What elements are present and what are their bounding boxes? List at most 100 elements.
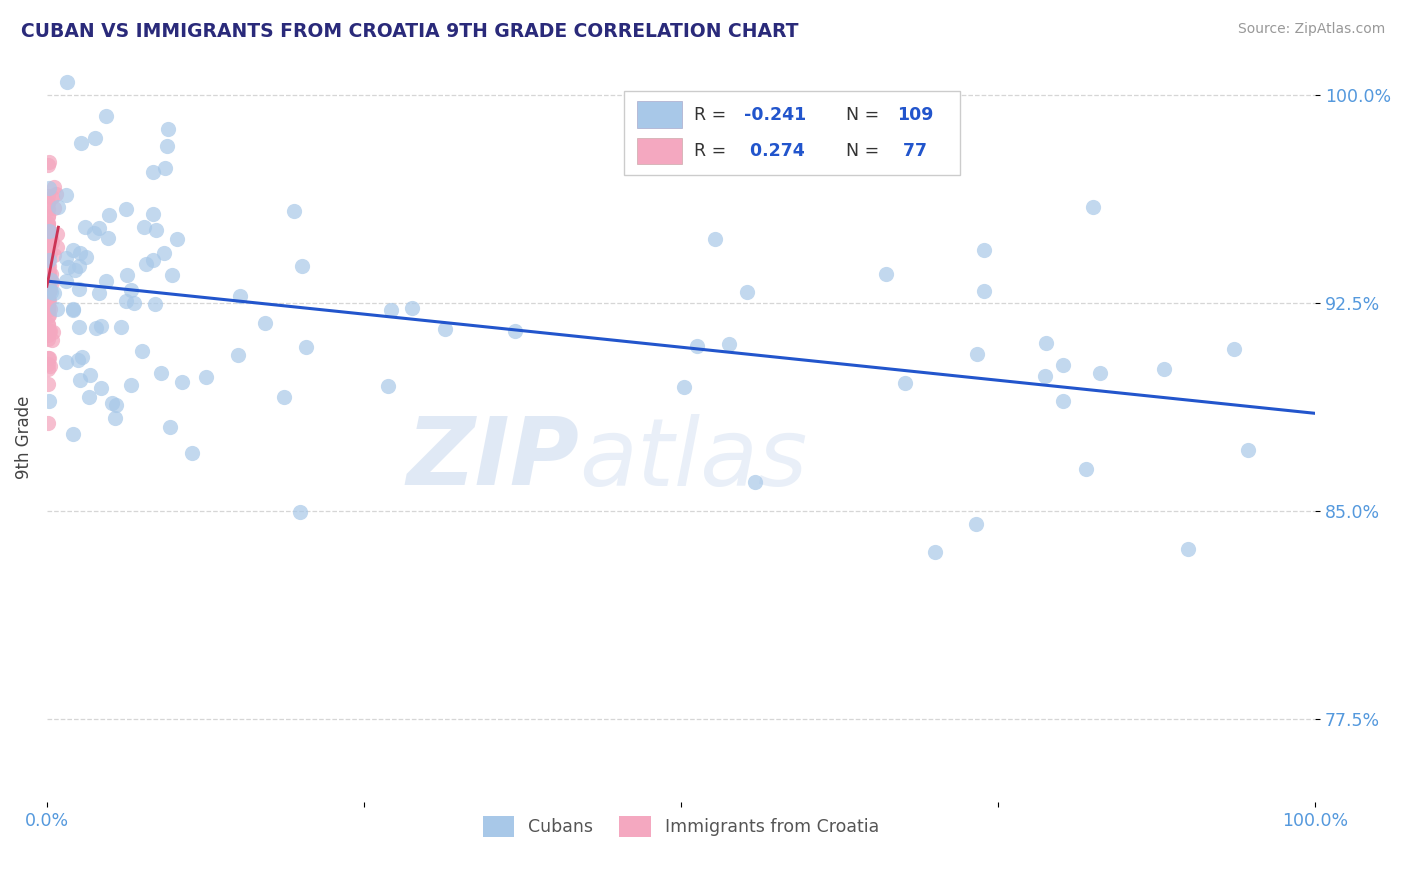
Point — [46, 200, 69, 214]
Point — [55, 188, 77, 202]
Point — [37, 222, 59, 236]
Point — [110, 319, 132, 334]
Text: 109: 109 — [897, 105, 934, 123]
Point — [39, 273, 62, 287]
Point — [38, 155, 60, 169]
Point — [1153, 362, 1175, 376]
Point — [37, 377, 59, 392]
Point — [46, 240, 69, 254]
Point — [55, 274, 77, 288]
Y-axis label: 9th Grade: 9th Grade — [15, 396, 32, 479]
Point — [1074, 462, 1097, 476]
Point — [37, 256, 59, 270]
Point — [37, 298, 59, 312]
Point — [1052, 358, 1074, 372]
Point — [73, 219, 96, 234]
Point — [672, 380, 695, 394]
Text: R =: R = — [693, 105, 731, 123]
FancyBboxPatch shape — [624, 91, 960, 175]
Text: N =: N = — [846, 142, 884, 160]
Point — [37, 189, 59, 203]
Point — [37, 158, 59, 172]
Point — [44, 248, 66, 262]
Point — [37, 221, 59, 235]
Point — [38, 224, 60, 238]
Point — [83, 226, 105, 240]
Point — [37, 278, 59, 293]
Point — [42, 180, 65, 194]
Point — [37, 332, 59, 346]
Point — [97, 230, 120, 244]
Point — [894, 376, 917, 390]
Point — [166, 231, 188, 245]
Point — [735, 285, 758, 299]
Point — [149, 366, 172, 380]
Point — [38, 285, 60, 300]
Point — [120, 283, 142, 297]
Point — [37, 277, 59, 292]
Point — [160, 268, 183, 283]
Point — [37, 299, 59, 313]
Point — [377, 379, 399, 393]
Point — [104, 410, 127, 425]
Point — [63, 262, 86, 277]
Point — [84, 320, 107, 334]
Point — [1237, 442, 1260, 457]
Point — [38, 230, 60, 244]
Point — [1035, 369, 1057, 384]
Point — [38, 259, 60, 273]
Point — [273, 390, 295, 404]
Text: 77: 77 — [897, 142, 927, 160]
Text: ZIP: ZIP — [406, 413, 579, 506]
Point — [181, 446, 204, 460]
Point — [101, 396, 124, 410]
Text: atlas: atlas — [579, 414, 808, 505]
Point — [39, 285, 62, 299]
Point — [37, 264, 59, 278]
Point — [1081, 200, 1104, 214]
Text: Source: ZipAtlas.com: Source: ZipAtlas.com — [1237, 22, 1385, 37]
Point — [39, 283, 62, 297]
Point — [105, 398, 128, 412]
Point — [135, 257, 157, 271]
Point — [433, 322, 456, 336]
Point — [965, 517, 987, 532]
Point — [37, 290, 59, 304]
Point — [37, 235, 59, 249]
Point — [37, 325, 59, 339]
Point — [37, 318, 59, 332]
Point — [38, 247, 60, 261]
Text: R =: R = — [693, 142, 731, 160]
Point — [37, 351, 59, 365]
Point — [41, 235, 63, 250]
Point — [38, 181, 60, 195]
Legend: Cubans, Immigrants from Croatia: Cubans, Immigrants from Croatia — [477, 809, 886, 844]
Point — [503, 324, 526, 338]
Point — [1035, 336, 1057, 351]
Point — [1177, 542, 1199, 557]
Point — [94, 275, 117, 289]
Point — [56, 260, 79, 274]
Point — [37, 283, 59, 297]
Point — [62, 302, 84, 317]
Point — [37, 202, 59, 216]
Point — [67, 319, 90, 334]
Point — [66, 353, 89, 368]
Point — [38, 265, 60, 279]
Point — [41, 275, 63, 289]
Point — [38, 245, 60, 260]
Point — [42, 286, 65, 301]
FancyBboxPatch shape — [637, 138, 682, 164]
Point — [62, 301, 84, 316]
Point — [79, 368, 101, 382]
Point — [45, 187, 67, 202]
Point — [157, 121, 180, 136]
Point — [291, 259, 314, 273]
Point — [55, 74, 77, 88]
Point — [89, 286, 111, 301]
Point — [38, 253, 60, 268]
Point — [1052, 394, 1074, 409]
Point — [37, 361, 59, 376]
Point — [39, 231, 62, 245]
Point — [38, 324, 60, 338]
